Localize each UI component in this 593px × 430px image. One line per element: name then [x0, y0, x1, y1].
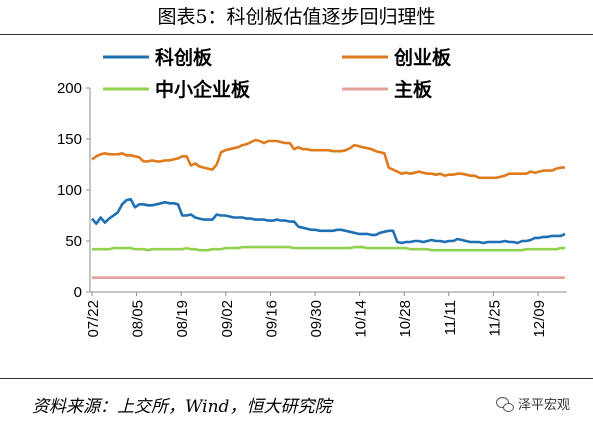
series-line	[91, 197, 566, 245]
legend-label: 主板	[394, 78, 433, 101]
series-line	[92, 245, 565, 252]
series-line	[91, 138, 565, 180]
y-tick-label: 100	[57, 182, 82, 199]
page-title: 图表5：科创板估值逐步回归理性	[157, 6, 436, 28]
y-tick-label: 200	[57, 80, 82, 97]
source-note: 资料来源：上交所，Wind，恒大研究院	[32, 397, 332, 417]
x-tick-label: 11/25	[486, 300, 503, 336]
x-tick-label: 10/28	[397, 300, 414, 338]
legend-label: 创业板	[393, 46, 452, 69]
footer-rule	[0, 378, 593, 379]
x-tick-label: 08/19	[174, 300, 191, 338]
brand-label: 泽平宏观	[518, 398, 571, 413]
brand-badge: 泽平宏观	[496, 394, 570, 413]
x-tick-label: 11/11	[442, 300, 459, 335]
y-tick-label: 0	[74, 284, 82, 301]
x-tick-label: 08/05	[130, 300, 147, 338]
x-tick-label: 10/14	[353, 300, 370, 338]
x-tick-label: 12/09	[531, 300, 548, 338]
x-tick-label: 09/30	[308, 300, 325, 338]
x-tick-label: 09/16	[263, 300, 280, 338]
legend-label: 中小企业板	[155, 78, 251, 101]
x-tick-label: 07/22	[85, 300, 102, 338]
y-tick-label: 150	[57, 131, 82, 148]
y-tick-label: 50	[65, 233, 82, 250]
x-tick-label: 09/02	[219, 300, 236, 338]
header-rule	[0, 34, 593, 35]
wechat-icon	[496, 396, 514, 412]
legend-label: 科创板	[155, 46, 213, 69]
